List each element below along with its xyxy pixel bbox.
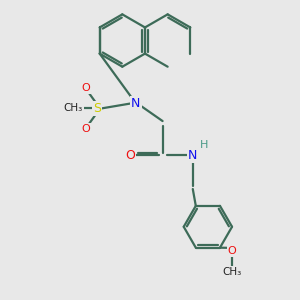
Text: S: S <box>93 102 101 115</box>
Text: N: N <box>188 149 197 162</box>
Text: O: O <box>125 149 135 162</box>
Text: N: N <box>131 97 141 110</box>
Text: O: O <box>81 83 90 93</box>
Text: O: O <box>228 246 236 256</box>
Text: CH₃: CH₃ <box>64 103 83 113</box>
Text: O: O <box>81 124 90 134</box>
Text: H: H <box>200 140 208 150</box>
Text: CH₃: CH₃ <box>222 267 242 277</box>
